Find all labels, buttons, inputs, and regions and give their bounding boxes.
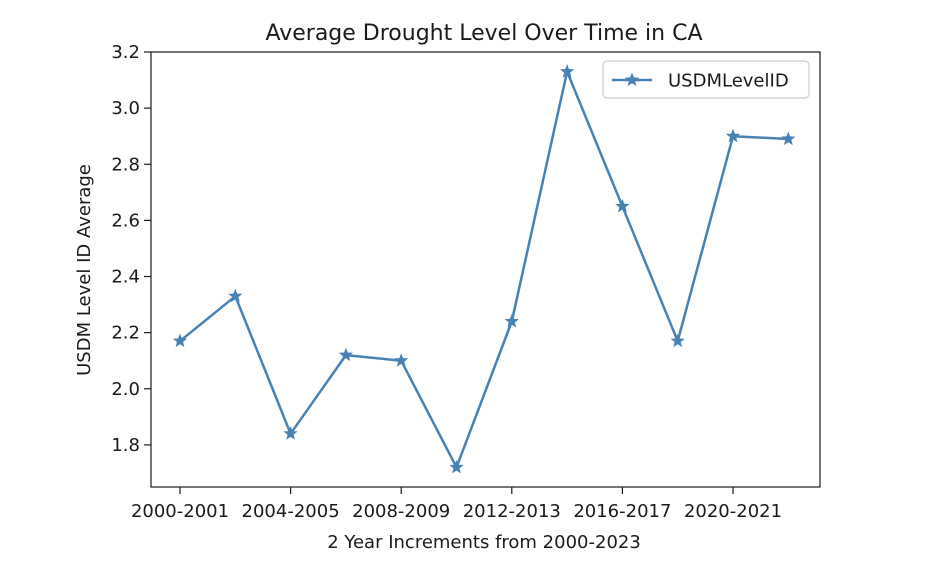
y-tick-label: 2.6 [111, 210, 140, 231]
chart-title: Average Drought Level Over Time in CA [265, 21, 702, 46]
legend: USDMLevelID [602, 60, 810, 99]
x-tick-label: 2004-2005 [242, 501, 340, 522]
data-point-star [615, 198, 630, 213]
data-point-star [504, 313, 519, 328]
data-point-star [172, 333, 188, 348]
data-point-star [670, 333, 685, 348]
y-tick-label: 3.0 [111, 98, 140, 119]
x-tick-label: 2008-2009 [352, 501, 450, 522]
y-tick-label: 2.2 [111, 323, 140, 344]
data-point-star [725, 128, 741, 143]
data-point-star [781, 131, 796, 146]
legend-label: USDMLevelID [668, 71, 789, 92]
x-tick-label: 2020-2021 [684, 501, 782, 522]
y-tick-label: 2.0 [111, 379, 140, 400]
series-line [179, 70, 789, 469]
data-point-star [283, 426, 298, 440]
data-point-star [338, 347, 354, 362]
data-point-star [394, 353, 409, 367]
x-axis-label: 2 Year Increments from 2000-2023 [327, 532, 641, 553]
x-tick-label: 2000-2001 [131, 501, 229, 522]
plot-area: 1.8 2.0 2.2 2.4 2.6 2.8 3.0 3.2 2000-2001 2004-20… [111, 42, 821, 522]
axes-frame [150, 51, 821, 488]
y-tick-label: 3.2 [111, 42, 140, 63]
y-axis-label: USDM Level ID Average [74, 164, 95, 376]
x-tick-label: 2012-2013 [463, 501, 561, 522]
data-point-star [449, 459, 464, 474]
y-tick-label: 2.8 [111, 154, 140, 175]
x-tick-label: 2016-2017 [573, 501, 671, 522]
y-tick-label: 2.4 [111, 267, 140, 288]
legend-star-icon [624, 72, 640, 87]
data-point-star [228, 288, 243, 303]
y-tick-label: 1.8 [111, 435, 140, 456]
data-point-star [559, 64, 575, 78]
legend-box [602, 60, 810, 99]
